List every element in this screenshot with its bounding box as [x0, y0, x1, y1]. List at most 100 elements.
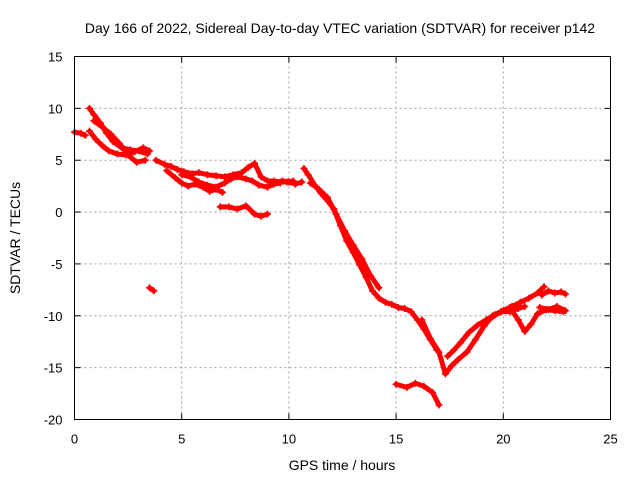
- data-point: [203, 181, 211, 189]
- data-point: [257, 173, 265, 181]
- data-point: [167, 162, 175, 170]
- data-point: [534, 289, 542, 297]
- data-point: [92, 135, 100, 143]
- data-point: [298, 178, 306, 186]
- data-point: [300, 165, 308, 173]
- data-point: [553, 302, 561, 310]
- data-point: [448, 362, 456, 370]
- data-point: [212, 172, 220, 180]
- data-point: [306, 179, 314, 187]
- data-point: [444, 352, 452, 360]
- data-point: [216, 203, 224, 211]
- data-point: [116, 140, 124, 148]
- x-tick-label: 5: [178, 432, 185, 447]
- plot-frame: [74, 56, 611, 420]
- data-point: [161, 160, 169, 168]
- data-point: [195, 178, 203, 186]
- data-point: [332, 210, 340, 218]
- data-point: [233, 205, 241, 213]
- y-tick-label: -10: [44, 309, 63, 324]
- data-point: [534, 310, 542, 318]
- data-point: [356, 261, 364, 269]
- data-point: [257, 212, 265, 220]
- data-point: [482, 316, 490, 324]
- x-tick-label: 25: [603, 432, 617, 447]
- data-point: [90, 111, 98, 119]
- data-point: [388, 300, 396, 308]
- data-point: [105, 147, 113, 155]
- data-point: [141, 156, 149, 164]
- data-point: [426, 335, 434, 343]
- data-point: [146, 284, 154, 292]
- data-point: [358, 255, 366, 263]
- data-point: [392, 380, 400, 388]
- data-point: [463, 348, 471, 356]
- data-point: [527, 320, 535, 328]
- data-point: [221, 179, 229, 187]
- data-point: [456, 339, 464, 347]
- data-point: [86, 104, 94, 112]
- data-point: [525, 294, 533, 302]
- data-point: [521, 327, 529, 335]
- data-point: [557, 288, 565, 296]
- data-point: [506, 303, 514, 311]
- x-axis-label: GPS time / hours: [289, 457, 396, 473]
- data-point: [255, 181, 263, 189]
- data-point: [315, 185, 323, 193]
- data-point: [81, 131, 89, 139]
- data-point: [544, 287, 552, 295]
- data-point: [465, 328, 473, 336]
- data-point: [221, 173, 229, 181]
- series-trace-e: [146, 284, 158, 295]
- data-point: [401, 305, 409, 313]
- data-point: [242, 202, 250, 210]
- series-trace-m: [392, 379, 443, 409]
- data-point: [251, 159, 259, 167]
- data-point: [98, 123, 106, 131]
- series-trace-l: [306, 179, 383, 292]
- data-point: [152, 156, 160, 164]
- chart-title: Day 166 of 2022, Sidereal Day-to-day VTE…: [85, 20, 595, 36]
- grid: [74, 56, 611, 420]
- data-point: [407, 308, 415, 316]
- data-point: [212, 183, 220, 191]
- data-point: [497, 308, 505, 316]
- data-point: [186, 173, 194, 181]
- data-point: [242, 175, 250, 183]
- data-point: [227, 175, 235, 183]
- data-point: [450, 346, 458, 354]
- data-point: [474, 321, 482, 329]
- y-tick-label: 0: [55, 205, 62, 220]
- data-point: [98, 142, 106, 150]
- data-point: [233, 173, 241, 181]
- y-tick-label: -5: [51, 257, 63, 272]
- data-point: [435, 348, 443, 356]
- data-point: [225, 203, 233, 211]
- data-point: [521, 302, 529, 310]
- data-point: [375, 284, 383, 292]
- data-point: [420, 382, 428, 390]
- data-point: [471, 336, 479, 344]
- data-point: [411, 379, 419, 387]
- y-tick-label: 10: [48, 101, 62, 116]
- data-point: [394, 303, 402, 311]
- data-point: [540, 283, 548, 291]
- data-point: [133, 158, 141, 166]
- data-point: [178, 179, 186, 187]
- data-point: [278, 177, 286, 185]
- data-point: [551, 289, 559, 297]
- data-point: [107, 130, 115, 138]
- data-point: [369, 287, 377, 295]
- data-point: [441, 370, 449, 378]
- data-point: [163, 167, 171, 175]
- y-axis-label: SDTVAR / TECUs: [7, 182, 23, 294]
- series-trace-c: [86, 104, 151, 158]
- x-tick-label: 10: [282, 432, 296, 447]
- data-point: [561, 307, 569, 315]
- y-tick-label: 5: [55, 153, 62, 168]
- series-trace-d: [90, 117, 149, 166]
- data-point: [366, 271, 374, 279]
- series-trace-i: [216, 202, 271, 220]
- data-point: [291, 180, 299, 188]
- data-point: [454, 355, 462, 363]
